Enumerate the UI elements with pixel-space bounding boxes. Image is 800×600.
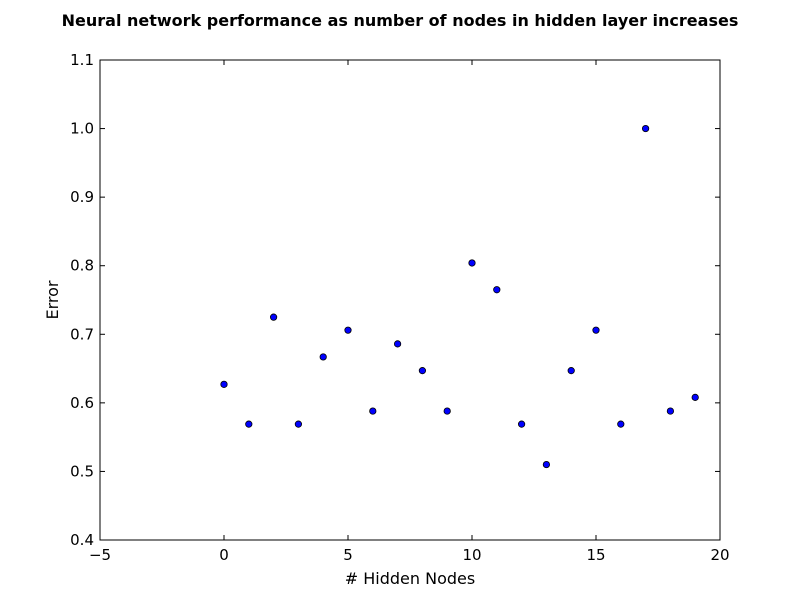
x-tick-label: 15	[586, 546, 605, 564]
y-tick-label: 0.4	[70, 531, 94, 549]
x-tick-label: 10	[462, 546, 481, 564]
data-point	[319, 353, 327, 361]
x-tick-label: −5	[89, 546, 111, 564]
y-tick-label: 0.7	[70, 325, 94, 343]
data-point	[666, 407, 675, 415]
x-tick-label: 5	[343, 546, 353, 564]
data-point	[220, 380, 228, 388]
data-point	[592, 326, 600, 334]
data-point	[567, 367, 575, 375]
data-point	[468, 259, 476, 267]
data-point	[493, 286, 501, 294]
y-axis-label: Error	[43, 280, 62, 319]
y-tick-label: 0.6	[70, 394, 94, 412]
x-tick-label: 0	[219, 546, 229, 564]
x-tick-label: 20	[710, 546, 729, 564]
y-tick-label: 1.1	[70, 51, 94, 69]
data-point	[617, 420, 625, 428]
data-point	[294, 420, 302, 428]
data-point	[418, 367, 426, 375]
y-tick-label: 0.9	[70, 188, 94, 206]
y-tick-label: 0.5	[70, 462, 94, 480]
data-point	[269, 313, 278, 321]
y-tick-label: 1.0	[70, 120, 94, 138]
data-point	[641, 124, 650, 133]
data-points	[220, 124, 699, 469]
data-point	[344, 326, 352, 334]
data-point	[393, 340, 402, 348]
data-point	[245, 420, 253, 428]
data-point	[369, 407, 377, 415]
axis-ticks	[99, 59, 721, 541]
axis-tick-labels: −5 0 5 10 15 20 0.4 0.5 0.6 0.7 0.8 0.9 1.0 1.1	[70, 51, 729, 564]
data-point	[443, 407, 451, 415]
data-point	[691, 393, 699, 401]
x-axis-label: # Hidden Nodes	[345, 569, 475, 588]
plot-area-frame	[99, 59, 721, 541]
data-point	[542, 460, 551, 469]
y-tick-label: 0.8	[70, 257, 94, 275]
chart-title: Neural network performance as number of …	[62, 11, 739, 30]
data-point	[517, 420, 526, 428]
